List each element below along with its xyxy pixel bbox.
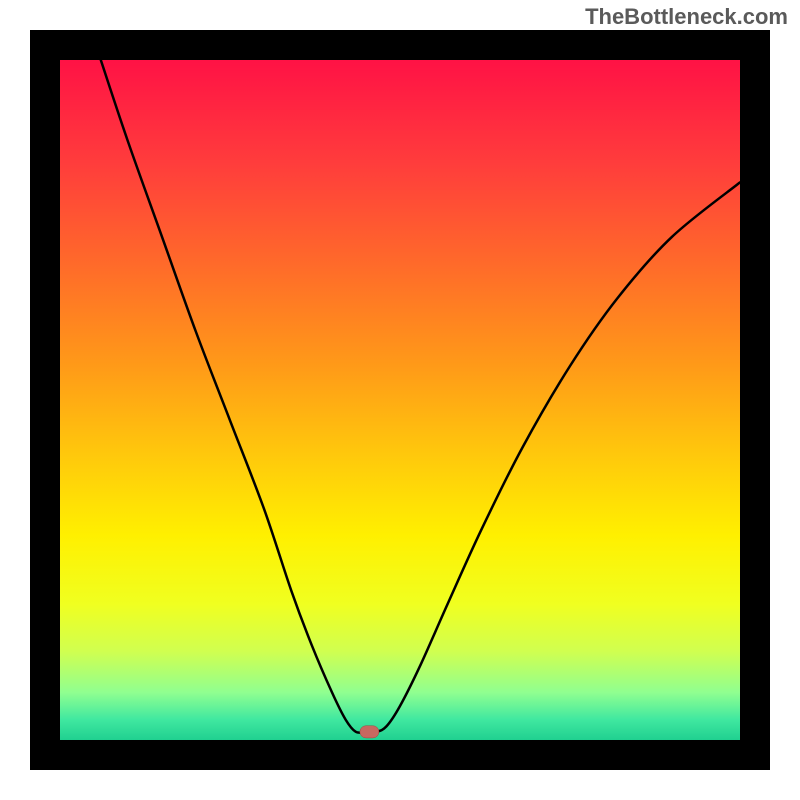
chart-svg <box>30 30 770 770</box>
optimal-point-marker <box>360 726 379 738</box>
bottleneck-chart <box>30 30 770 770</box>
watermark-text: TheBottleneck.com <box>585 4 788 30</box>
chart-plot-area <box>60 60 740 740</box>
